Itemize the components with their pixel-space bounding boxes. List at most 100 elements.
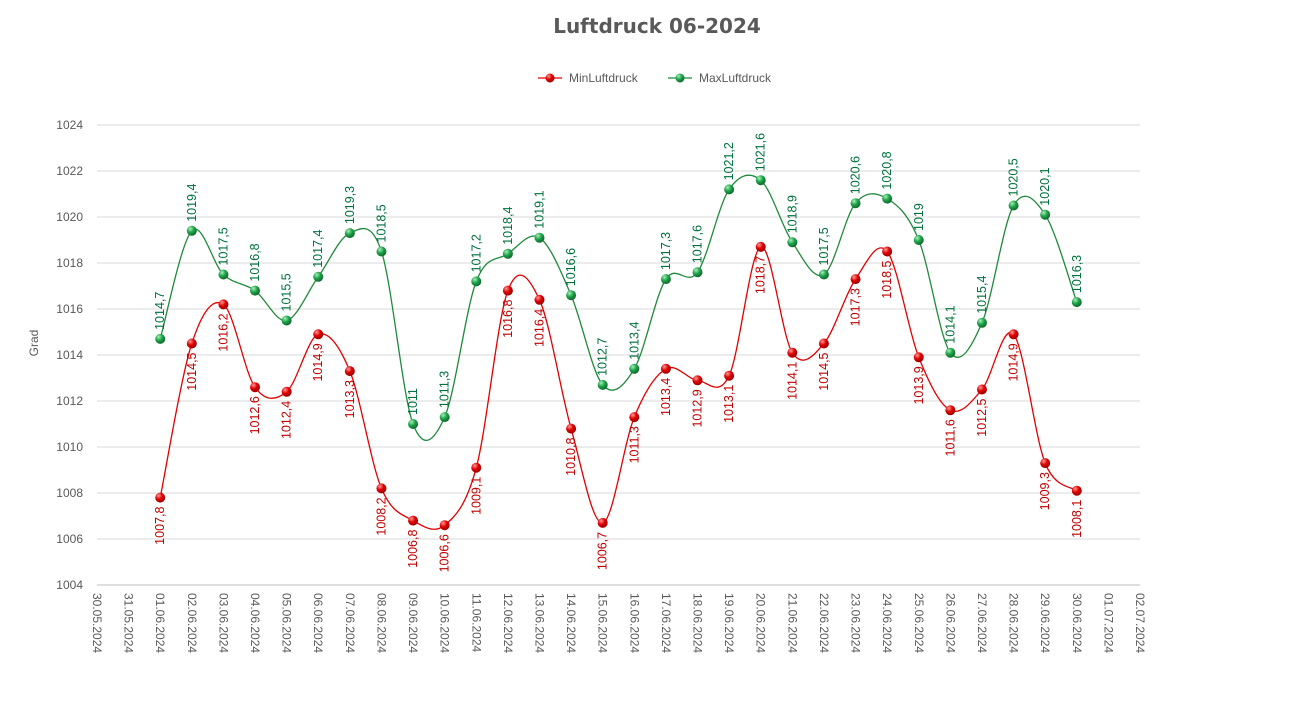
y-tick-label: 1006 — [56, 532, 83, 546]
data-point — [787, 237, 798, 248]
data-label: 1009,1 — [469, 477, 483, 515]
y-tick-label: 1008 — [56, 486, 83, 500]
x-tick-label: 02.07.2024 — [1133, 593, 1147, 653]
data-point — [724, 370, 735, 381]
data-point — [376, 246, 387, 257]
chart-title: Luftdruck 06-2024 — [553, 14, 761, 38]
x-tick-label: 13.06.2024 — [532, 593, 546, 653]
data-label: 1012,4 — [280, 401, 294, 439]
data-point — [1040, 458, 1051, 469]
data-point — [250, 382, 261, 393]
x-tick-label: 07.06.2024 — [343, 593, 357, 653]
data-label: 1014,9 — [311, 343, 325, 381]
data-point — [502, 285, 513, 296]
data-point — [1071, 485, 1082, 496]
data-point — [850, 198, 861, 209]
x-axis-ticks: 30.05.2024 31.05.2024 01.06.2024 02.06.2024… — [90, 593, 1147, 653]
x-tick-label: 17.06.2024 — [659, 593, 673, 653]
legend-min-marker — [545, 73, 555, 83]
data-label: 1019,4 — [185, 184, 199, 222]
data-label: 1015,4 — [975, 276, 989, 314]
data-label: 1017,3 — [849, 288, 863, 326]
x-tick-label: 26.06.2024 — [943, 593, 957, 653]
data-point — [850, 274, 861, 285]
x-tick-label: 04.06.2024 — [248, 593, 262, 653]
data-point — [534, 232, 545, 243]
y-tick-label: 1018 — [56, 256, 83, 270]
data-label: 1007,8 — [153, 507, 167, 545]
y-tick-label: 1014 — [56, 348, 83, 362]
data-point — [250, 285, 261, 296]
x-tick-label: 22.06.2024 — [817, 593, 831, 653]
data-point — [439, 520, 450, 531]
data-point — [502, 248, 513, 259]
data-label: 1018,5 — [374, 204, 388, 242]
y-tick-label: 1024 — [56, 118, 83, 132]
data-label: 1014,1 — [785, 362, 799, 400]
x-tick-label: 30.06.2024 — [1070, 593, 1084, 653]
x-tick-label: 25.06.2024 — [912, 593, 926, 653]
data-label: 1016,8 — [248, 243, 262, 281]
data-point — [1040, 209, 1051, 220]
data-label: 1006,8 — [406, 530, 420, 568]
x-tick-label: 01.06.2024 — [153, 593, 167, 653]
data-label: 1013,9 — [912, 366, 926, 404]
data-label: 1013,4 — [627, 322, 641, 360]
data-label: 1011 — [406, 388, 420, 415]
legend-max-marker — [675, 73, 685, 83]
legend-min-label: MinLuftdruck — [569, 71, 639, 85]
data-label: 1012,7 — [596, 338, 610, 376]
data-label: 1019,1 — [532, 190, 546, 228]
x-tick-label: 12.06.2024 — [501, 593, 515, 653]
data-label: 1020,6 — [849, 156, 863, 194]
data-point — [281, 315, 292, 326]
data-point — [660, 274, 671, 285]
y-tick-label: 1010 — [56, 440, 83, 454]
data-point — [787, 347, 798, 358]
data-point — [1071, 297, 1082, 308]
data-point — [629, 363, 640, 374]
data-label: 1006,6 — [438, 534, 452, 572]
data-label: 1017,3 — [659, 232, 673, 270]
x-tick-label: 16.06.2024 — [627, 593, 641, 653]
data-point — [281, 386, 292, 397]
data-label: 1014,5 — [817, 352, 831, 390]
x-tick-label: 29.06.2024 — [1038, 593, 1052, 653]
data-label: 1016,3 — [1070, 255, 1084, 293]
y-tick-label: 1020 — [56, 210, 83, 224]
legend-max-label: MaxLuftdruck — [699, 71, 772, 85]
data-point — [913, 235, 924, 245]
x-tick-label: 15.06.2024 — [596, 593, 610, 653]
data-point — [945, 405, 956, 416]
data-label: 1017,5 — [216, 227, 230, 265]
data-point — [313, 329, 324, 340]
data-point — [186, 225, 197, 236]
x-tick-label: 03.06.2024 — [216, 593, 230, 653]
data-label: 1014,9 — [1007, 343, 1021, 381]
data-point — [534, 294, 545, 305]
data-label: 1010,8 — [564, 438, 578, 476]
x-tick-label: 18.06.2024 — [691, 593, 705, 653]
data-label: 1014,5 — [185, 352, 199, 390]
data-point — [629, 412, 640, 423]
data-label: 1009,3 — [1038, 472, 1052, 510]
x-tick-label: 10.06.2024 — [438, 593, 452, 653]
data-label: 1017,5 — [817, 227, 831, 265]
data-point — [913, 352, 924, 363]
data-point — [218, 269, 229, 280]
data-point — [660, 363, 671, 374]
legend: MinLuftdruck MaxLuftdruck — [538, 71, 772, 85]
data-label: 1015,5 — [280, 273, 294, 311]
data-label: 1016,6 — [564, 248, 578, 286]
gridlines — [97, 124, 1140, 586]
data-label: 1012,6 — [248, 396, 262, 434]
data-point — [218, 299, 229, 310]
y-axis-label: Grad — [27, 330, 41, 357]
data-point — [439, 412, 450, 423]
data-point — [724, 184, 735, 195]
y-tick-label: 1004 — [56, 578, 83, 592]
x-tick-label: 31.05.2024 — [122, 593, 136, 653]
data-point — [692, 267, 703, 278]
data-label: 1011,3 — [438, 371, 452, 408]
